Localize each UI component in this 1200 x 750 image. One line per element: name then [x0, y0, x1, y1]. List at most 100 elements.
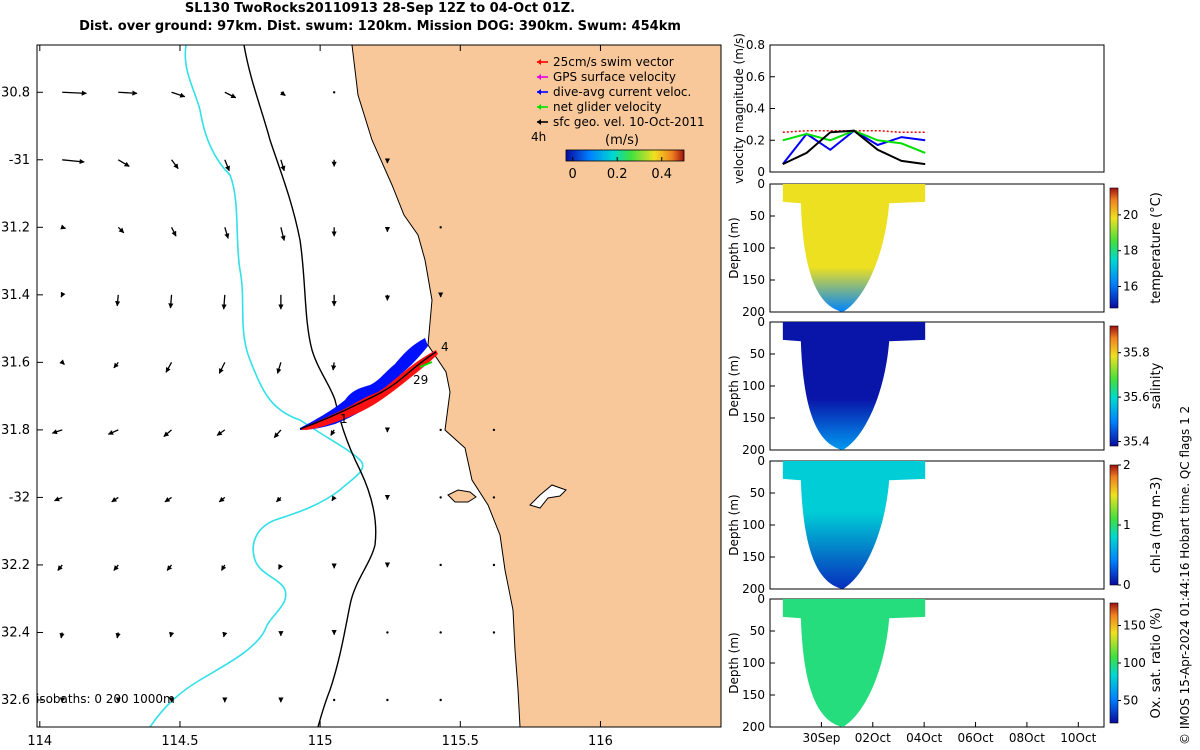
- geo-vector-17: [280, 227, 286, 242]
- geo-vector-10: [280, 159, 286, 172]
- geo-vector-55: [166, 564, 173, 571]
- map-x-ticks: 114 114.5 115 115.5 116: [27, 45, 613, 749]
- geo-vector-36: [107, 429, 119, 435]
- section-y-tick-label-1-2: 100: [742, 379, 765, 393]
- geo-vector-39: [273, 429, 282, 439]
- legend-arrow-3: [537, 104, 541, 110]
- map-x-tick-label-4: 116: [588, 734, 613, 749]
- section-y-tick-label-3-2: 100: [742, 656, 765, 670]
- section-colorbar-tick-label-0-0: 16: [1123, 280, 1138, 294]
- velocity-y-tick-label-3: 0.6: [746, 70, 765, 84]
- geo-vector-56: [220, 564, 227, 571]
- section-y-tick-label-1-1: 50: [750, 347, 765, 361]
- geo-vector-dot-60: [439, 563, 442, 567]
- velocity-y-axis-label: velocity magnitude (m/s): [732, 33, 746, 184]
- section-y-ticks-0: 0 50 100 150 200: [742, 177, 775, 319]
- net-velocity-mark: [419, 361, 433, 368]
- velocity-y-tick-label-0: 0: [757, 165, 765, 179]
- time-tick-label-4: 08Oct: [1009, 731, 1045, 745]
- section-colorbar-tick-label-2-1: 1: [1123, 518, 1131, 532]
- geo-vector-37: [163, 429, 172, 437]
- geo-vector-6: [62, 158, 85, 165]
- legend-label-3: net glider velocity: [553, 100, 661, 114]
- geo-vector-31: [165, 362, 173, 373]
- section-y-axis-label-2: Depth (m): [727, 494, 741, 555]
- section-temperature: 0 50 100 150 200 Depth (m) 16 18 20 temperature (…: [727, 177, 1164, 319]
- title-line-2: Dist. over ground: 97km. Dist. swum: 120…: [79, 19, 681, 34]
- section-y-axis-label-3: Depth (m): [727, 632, 741, 693]
- section-y-tick-label-0-2: 100: [742, 241, 765, 255]
- geo-vector-dot-61: [492, 563, 496, 567]
- geo-vector-23: [168, 294, 174, 309]
- land-mass: [352, 45, 721, 727]
- geo-vector-dot-77: [386, 698, 389, 702]
- map-x-tick-label-2: 115: [308, 734, 333, 749]
- section-y-tick-label-3-3: 150: [742, 688, 765, 702]
- geo-vector-29: [59, 359, 65, 366]
- time-label-4h: 4h: [531, 130, 546, 144]
- section-y-tick-label-2-1: 50: [750, 486, 765, 500]
- geo-vector-53: [57, 564, 63, 571]
- colorbar-tick-label-1: 0.2: [607, 167, 628, 182]
- geo-vector-46: [164, 496, 172, 503]
- legend-label-1: GPS surface velocity: [553, 70, 676, 84]
- geo-vector-32: [218, 362, 226, 374]
- section-y-tick-label-2-0: 0: [757, 454, 765, 468]
- velocity-y-tick-label-4: 0.8: [746, 38, 765, 52]
- colorbar-tick-label-2: 0.4: [651, 167, 672, 182]
- rottnest-island: [447, 489, 477, 503]
- section-colorbar-2: [1109, 464, 1119, 586]
- colorbar-tick-label-0: 0: [569, 167, 577, 182]
- section-salinity: 0 50 100 150 200 Depth (m) 35.4 35.6 35.8 salinit…: [727, 315, 1164, 457]
- track-label-4: 4: [441, 340, 449, 354]
- geo-vector-49: [331, 495, 337, 502]
- geo-vector-35: [51, 429, 63, 435]
- geo-vector-dot-70: [492, 631, 496, 634]
- geo-vector-63: [115, 632, 121, 639]
- section-colorbar-1: [1109, 325, 1119, 447]
- legend-label-0: 25cm/s swim vector: [553, 55, 674, 69]
- section-y-tick-label-0-4: 200: [742, 305, 765, 319]
- section-y-tick-label-1-4: 200: [742, 443, 765, 457]
- section-colorbar-tick-label-0-2: 20: [1123, 208, 1138, 222]
- geo-vector-dot-68: [386, 631, 389, 634]
- geo-vector-dot-52: [492, 496, 496, 499]
- legend-arrow-0: [537, 59, 541, 65]
- geo-vector-0: [62, 90, 87, 96]
- title-line-1: SL130 TwoRocks20110913 28-Sep 12Z to 04-…: [184, 1, 576, 16]
- velocity-y-tick-label-2: 0.4: [746, 102, 765, 116]
- section-y-tick-label-3-1: 50: [750, 624, 765, 638]
- time-tick-label-3: 06Oct: [958, 731, 994, 745]
- geo-vector-62: [59, 632, 65, 639]
- estuary-inlet: [529, 484, 567, 509]
- geo-vector-54: [113, 564, 119, 571]
- geo-vector-dot-43: [492, 428, 496, 432]
- map-y-tick-label-3: 31.4: [1, 288, 30, 303]
- geo-vector-4: [279, 90, 286, 97]
- geo-vector-dot-42: [439, 428, 442, 432]
- section-colorbar-label-3: Ox. sat. ratio (%): [1149, 608, 1164, 719]
- chart-title: SL130 TwoRocks20110913 28-Sep 12Z to 04-…: [0, 0, 760, 36]
- section-y-ticks-2: 0 50 100 150 200: [742, 454, 775, 596]
- geo-vector-7: [117, 159, 130, 167]
- speed-colorbar: (m/s) 0 0.2 0.4: [565, 133, 685, 182]
- section-y-tick-label-1-3: 150: [742, 411, 765, 425]
- map-y-tick-label-4: 31.6: [1, 355, 30, 370]
- legend-arrow-1: [537, 74, 541, 80]
- time-tick-label-0: 30Sep: [802, 731, 840, 745]
- geo-vector-24: [221, 294, 227, 310]
- map-x-tick-label-3: 115.5: [442, 734, 479, 749]
- map-y-tick-label-2: 31.2: [1, 220, 30, 235]
- current-velocity-envelope: [300, 338, 428, 430]
- geo-vector-8: [171, 159, 179, 170]
- geo-vector-dot-20: [439, 226, 442, 229]
- section-colorbar-tick-label-3-1: 100: [1123, 656, 1146, 670]
- section-y-tick-label-3-4: 200: [742, 720, 765, 734]
- geo-vector-dot-69: [439, 631, 442, 634]
- section-colorbar-tick-label-1-1: 35.6: [1123, 390, 1150, 404]
- section-colorbar-tick-label-0-1: 18: [1123, 244, 1138, 258]
